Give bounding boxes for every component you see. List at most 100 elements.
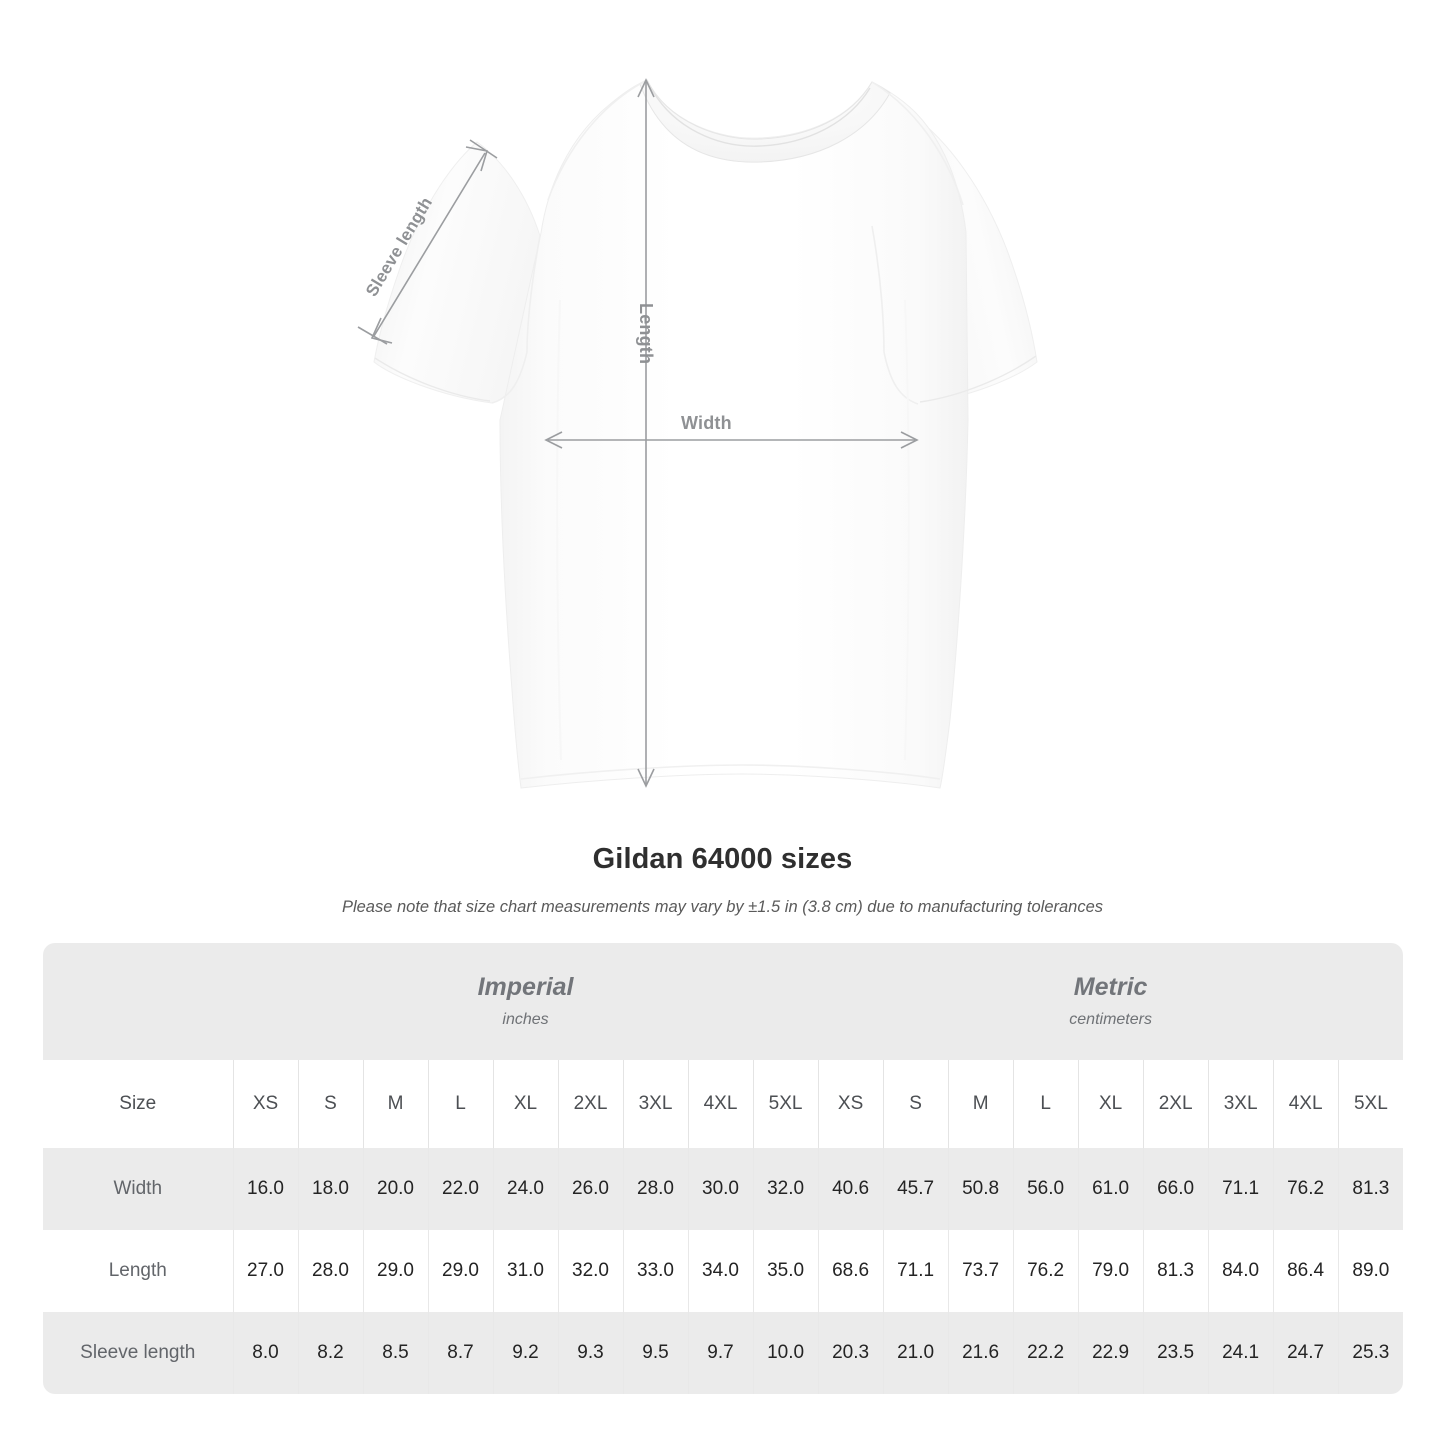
title-block: Gildan 64000 sizes Please note that size… bbox=[0, 843, 1445, 917]
cell-value: 61.0 bbox=[1077, 1148, 1144, 1230]
unit-group-imperial-name: Imperial bbox=[477, 973, 574, 1002]
cell-value: 8.2 bbox=[297, 1312, 363, 1394]
page-title: Gildan 64000 sizes bbox=[592, 843, 853, 875]
cell-value: 22.9 bbox=[1077, 1312, 1144, 1394]
cell-value: 8.0 bbox=[232, 1312, 298, 1394]
cell-value: 29.0 bbox=[427, 1230, 493, 1312]
cell-value: 22.0 bbox=[427, 1148, 493, 1230]
size-header-cell: 3XL bbox=[622, 1060, 688, 1148]
left-sleeve-hem bbox=[374, 357, 491, 402]
size-header-cell: XL bbox=[492, 1060, 558, 1148]
cell-value: 66.0 bbox=[1142, 1148, 1209, 1230]
left-shoulder-seam bbox=[547, 79, 648, 201]
unit-group-imperial: Imperial inches bbox=[233, 943, 819, 1060]
cell-value: 8.5 bbox=[362, 1312, 428, 1394]
left-armhole-seam bbox=[491, 235, 541, 404]
size-header-cell: 5XL bbox=[1337, 1060, 1404, 1148]
tshirt-illustration bbox=[357, 78, 1038, 789]
size-header-cell: 2XL bbox=[557, 1060, 623, 1148]
cell-value: 89.0 bbox=[1337, 1230, 1404, 1312]
table-row: Width 16.0 18.0 20.0 22.0 24.0 26.0 28.0… bbox=[43, 1148, 1404, 1230]
cell-value: 28.0 bbox=[622, 1148, 688, 1230]
size-header-cell: 4XL bbox=[687, 1060, 753, 1148]
size-header-cell: 3XL bbox=[1207, 1060, 1274, 1148]
right-sleeve-hem bbox=[919, 355, 1037, 403]
width-label: Width bbox=[681, 413, 732, 433]
cell-value: 76.2 bbox=[1012, 1230, 1079, 1312]
cell-value: 26.0 bbox=[557, 1148, 623, 1230]
unit-banner-row: Imperial inches Metric centimeters bbox=[43, 943, 1404, 1060]
cell-value: 21.0 bbox=[882, 1312, 949, 1394]
cell-value: 81.3 bbox=[1142, 1230, 1209, 1312]
cell-value: 22.2 bbox=[1012, 1312, 1079, 1394]
sleeve-length-dimension-arrow bbox=[357, 139, 498, 345]
length-label: Length bbox=[636, 303, 656, 365]
cell-value: 71.1 bbox=[1207, 1148, 1274, 1230]
cell-value: 9.5 bbox=[622, 1312, 688, 1394]
right-shoulder-seam bbox=[871, 81, 964, 206]
table-row: Length 27.0 28.0 29.0 29.0 31.0 32.0 33.… bbox=[43, 1230, 1404, 1312]
cell-value: 56.0 bbox=[1012, 1148, 1079, 1230]
cell-value: 71.1 bbox=[882, 1230, 949, 1312]
unit-group-imperial-sub: inches bbox=[502, 1010, 549, 1028]
fabric-fold-left bbox=[556, 299, 562, 761]
cell-value: 24.7 bbox=[1272, 1312, 1339, 1394]
cell-value: 73.7 bbox=[947, 1230, 1014, 1312]
row-label-sleeve-length: Sleeve length bbox=[43, 1312, 233, 1394]
size-table-container: Imperial inches Metric centimeters Size … bbox=[43, 943, 1404, 1394]
size-header-cell: XL bbox=[1077, 1060, 1144, 1148]
cell-value: 35.0 bbox=[752, 1230, 819, 1312]
cell-value: 30.0 bbox=[687, 1148, 753, 1230]
size-table: Imperial inches Metric centimeters Size … bbox=[43, 943, 1404, 1394]
cell-value: 9.3 bbox=[557, 1312, 623, 1394]
left-sleeve bbox=[373, 141, 541, 404]
size-header-cell: L bbox=[427, 1060, 493, 1148]
cell-value: 28.0 bbox=[297, 1230, 363, 1312]
cell-value: 21.6 bbox=[947, 1312, 1014, 1394]
size-header-row: Size XS S M L XL 2XL 3XL 4XL 5XL XS S M … bbox=[43, 1060, 1404, 1148]
size-header-cell: XS bbox=[817, 1060, 884, 1148]
cell-value: 20.0 bbox=[362, 1148, 428, 1230]
cell-value: 23.5 bbox=[1142, 1312, 1209, 1394]
collar-inner-line bbox=[649, 85, 871, 147]
cell-value: 9.2 bbox=[492, 1312, 558, 1394]
length-dimension-arrow bbox=[637, 78, 655, 788]
cell-value: 20.3 bbox=[817, 1312, 884, 1394]
cell-value: 27.0 bbox=[232, 1230, 298, 1312]
width-dimension-arrow bbox=[544, 431, 919, 449]
cell-value: 24.1 bbox=[1207, 1312, 1274, 1394]
row-label-length: Length bbox=[43, 1230, 233, 1312]
size-header-cell: 4XL bbox=[1272, 1060, 1339, 1148]
size-header-cell: XS bbox=[232, 1060, 298, 1148]
cell-value: 76.2 bbox=[1272, 1148, 1339, 1230]
size-header-cell: S bbox=[297, 1060, 363, 1148]
cell-value: 16.0 bbox=[232, 1148, 298, 1230]
cell-value: 18.0 bbox=[297, 1148, 363, 1230]
unit-group-metric-name: Metric bbox=[1073, 973, 1148, 1002]
tshirt-diagram: Width Length Sleeve length bbox=[357, 78, 1038, 789]
fabric-fold-right bbox=[904, 299, 910, 761]
unit-banner-spacer bbox=[43, 943, 233, 1060]
cell-value: 9.7 bbox=[687, 1312, 753, 1394]
cell-value: 81.3 bbox=[1337, 1148, 1404, 1230]
cell-value: 45.7 bbox=[882, 1148, 949, 1230]
shirt-body bbox=[499, 79, 969, 789]
size-header-cell: 2XL bbox=[1142, 1060, 1209, 1148]
cell-value: 24.0 bbox=[492, 1148, 558, 1230]
cell-value: 84.0 bbox=[1207, 1230, 1274, 1312]
cell-value: 10.0 bbox=[752, 1312, 819, 1394]
cell-value: 8.7 bbox=[427, 1312, 493, 1394]
table-row: Sleeve length 8.0 8.2 8.5 8.7 9.2 9.3 9.… bbox=[43, 1312, 1404, 1394]
cell-value: 31.0 bbox=[492, 1230, 558, 1312]
bottom-hem bbox=[520, 764, 941, 780]
size-header-cell: S bbox=[882, 1060, 949, 1148]
cell-value: 25.3 bbox=[1337, 1312, 1404, 1394]
cell-value: 86.4 bbox=[1272, 1230, 1339, 1312]
cell-value: 68.6 bbox=[817, 1230, 884, 1312]
size-header-label: Size bbox=[43, 1060, 233, 1148]
size-header-cell: 5XL bbox=[752, 1060, 819, 1148]
cell-value: 29.0 bbox=[362, 1230, 428, 1312]
right-armhole-seam bbox=[871, 225, 919, 405]
unit-group-metric-sub: centimeters bbox=[1069, 1010, 1152, 1028]
